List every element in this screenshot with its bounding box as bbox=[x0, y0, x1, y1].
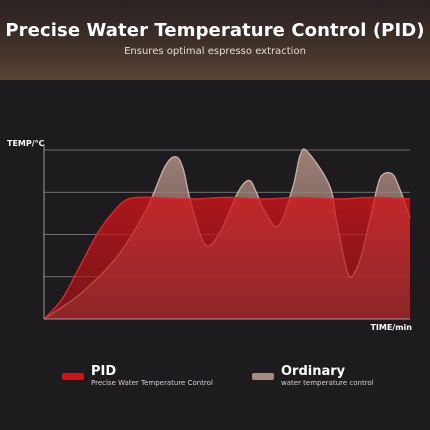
y-axis-label: TEMP/℃ bbox=[7, 139, 45, 148]
series-pid-line bbox=[43, 196, 411, 320]
legend-pid-swatch bbox=[62, 373, 84, 380]
legend-ordinary-swatch bbox=[252, 373, 274, 380]
header-banner: Precise Water Temperature Control (PID) … bbox=[0, 0, 430, 80]
temperature-chart: TEMP/℃ TIME/min bbox=[7, 139, 412, 332]
x-axis-label: TIME/min bbox=[370, 323, 412, 332]
legend-pid-description: Precise Water Temperature Control bbox=[91, 379, 213, 387]
page-subtitle: Ensures optimal espresso extraction bbox=[124, 46, 306, 57]
series-pid-area bbox=[44, 197, 410, 319]
legend-ordinary-description: water temperature control bbox=[281, 379, 374, 387]
legend-ordinary-name: Ordinary bbox=[281, 364, 346, 379]
page-title: Precise Water Temperature Control (PID) bbox=[5, 20, 425, 41]
legend-pid-name: PID bbox=[91, 364, 117, 379]
